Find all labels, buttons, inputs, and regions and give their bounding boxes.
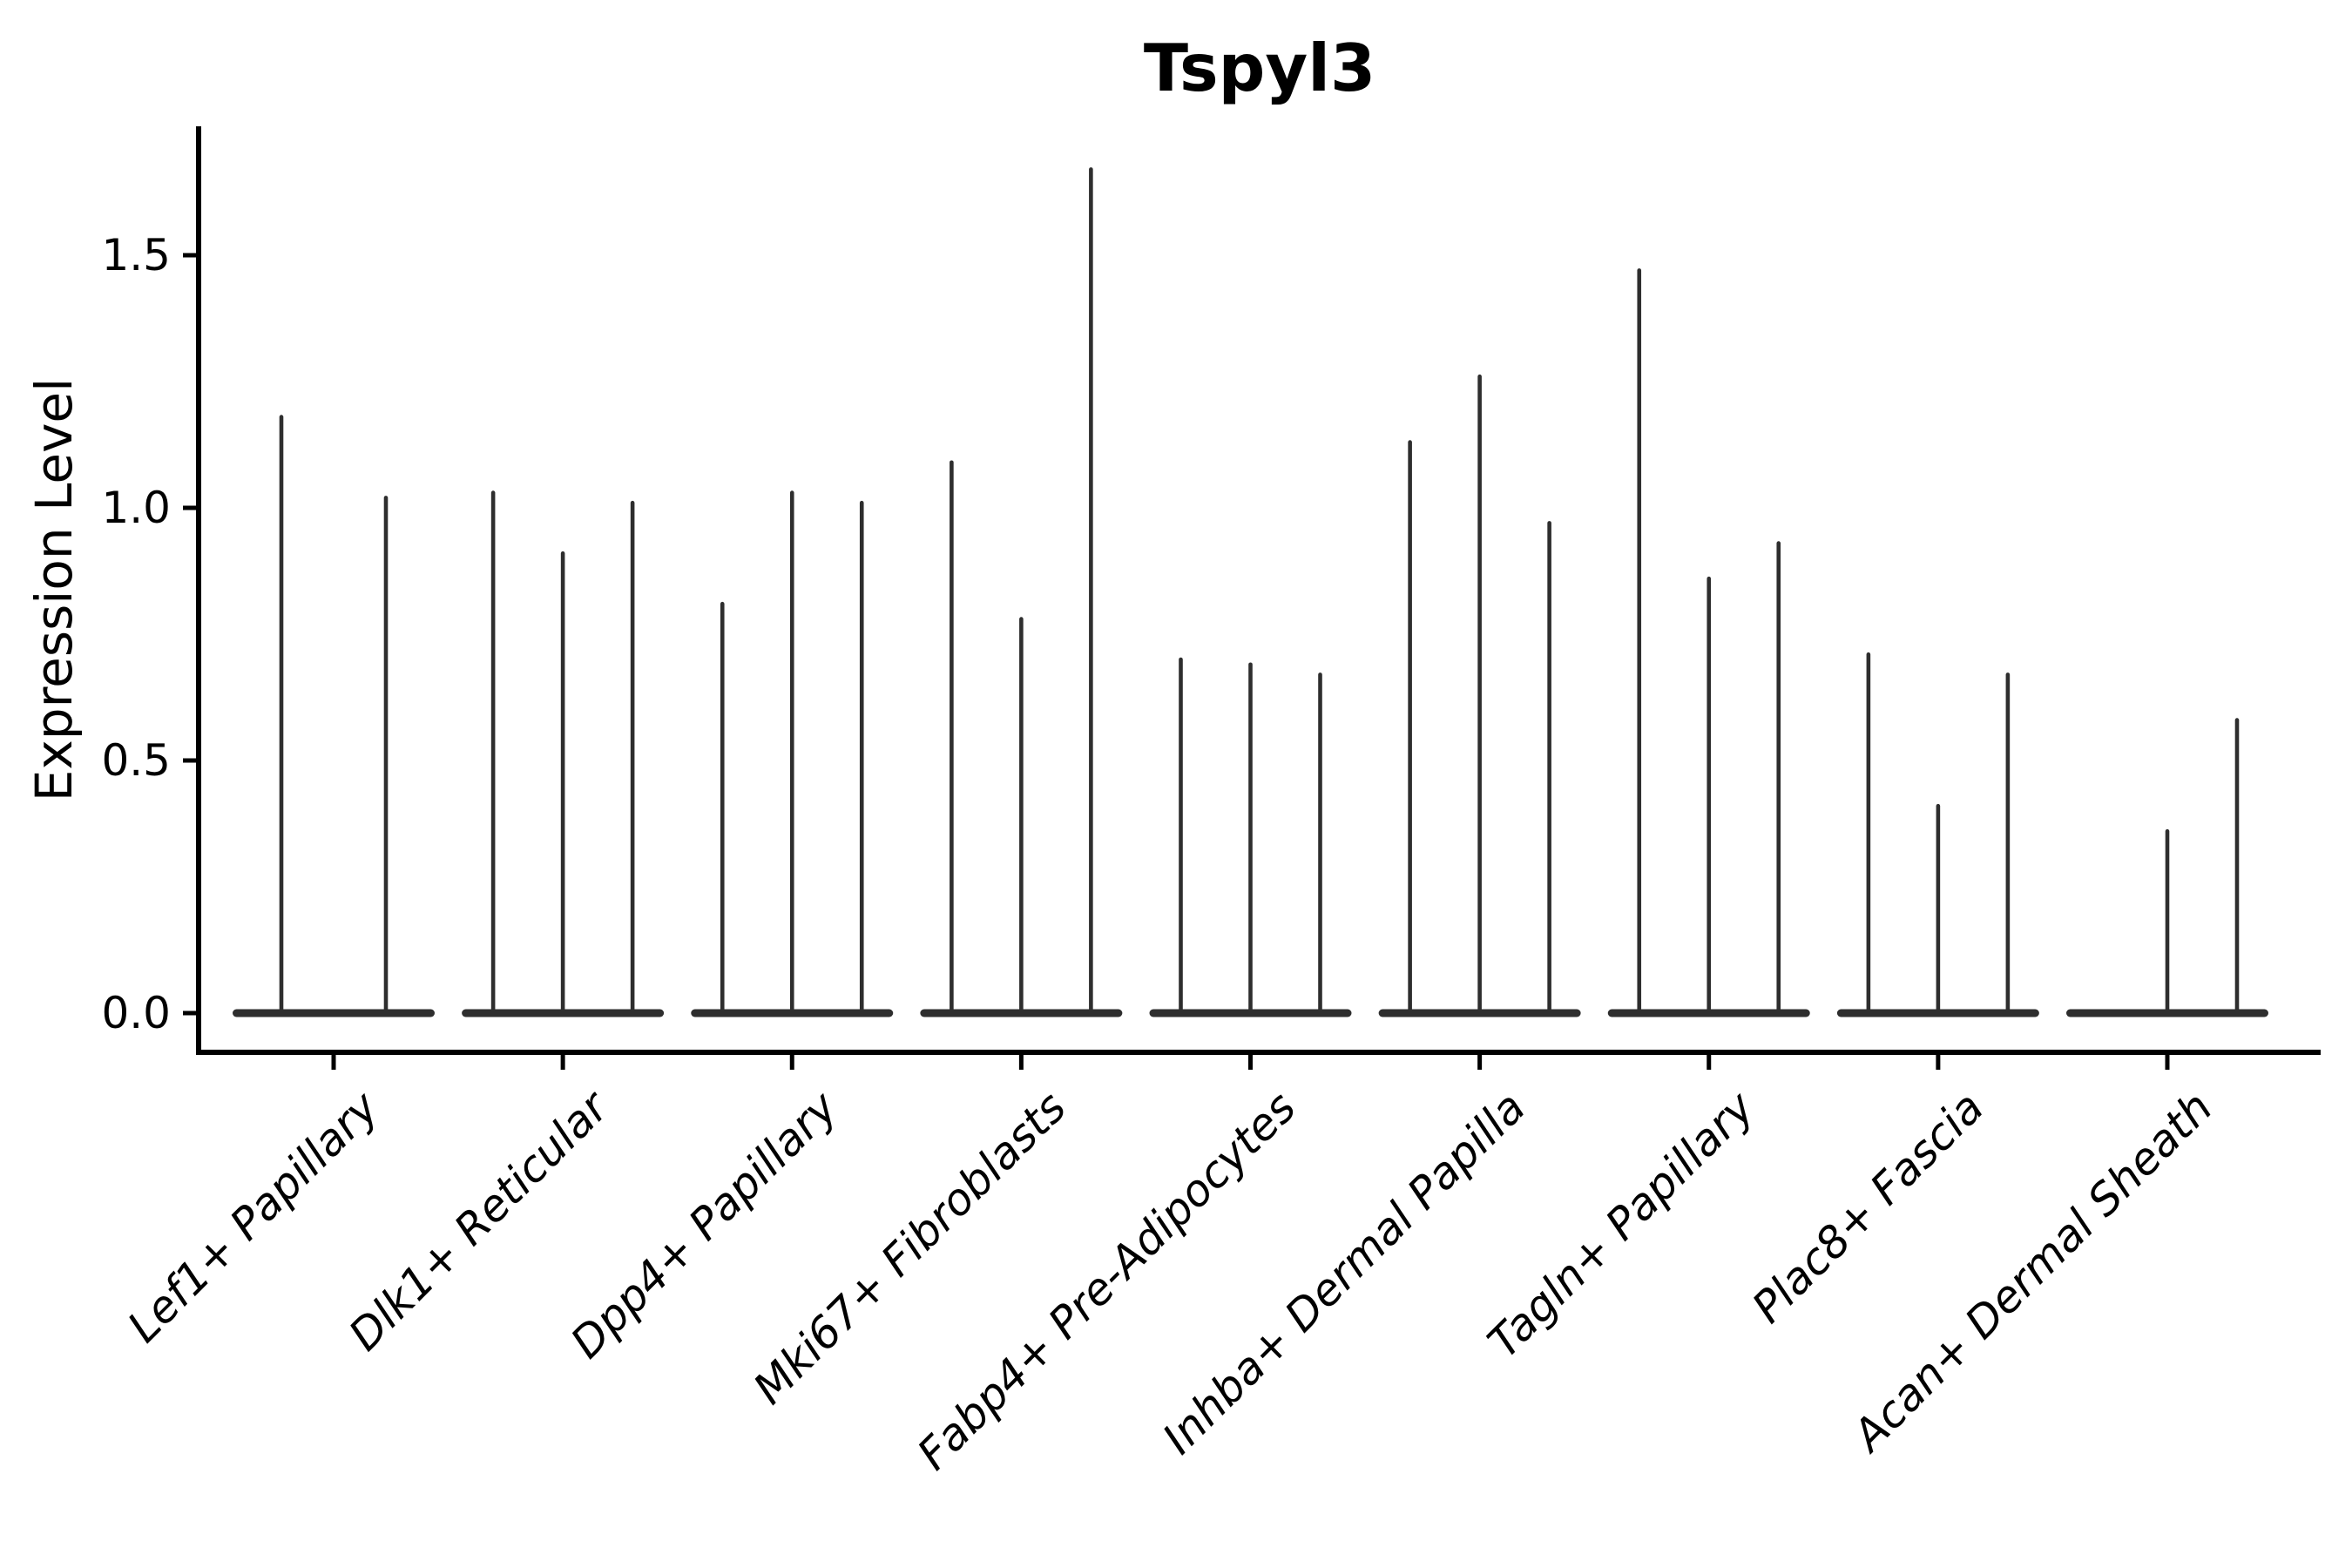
y-tick-label: 1.5 (101, 230, 171, 280)
y-tick-label: 0.5 (101, 735, 171, 786)
y-tick-label: 1.0 (101, 483, 171, 533)
y-tick-label: 0.0 (101, 988, 171, 1038)
chart-title: Tspyl3 (1143, 30, 1376, 106)
violin-baseline-body (233, 1009, 435, 1017)
